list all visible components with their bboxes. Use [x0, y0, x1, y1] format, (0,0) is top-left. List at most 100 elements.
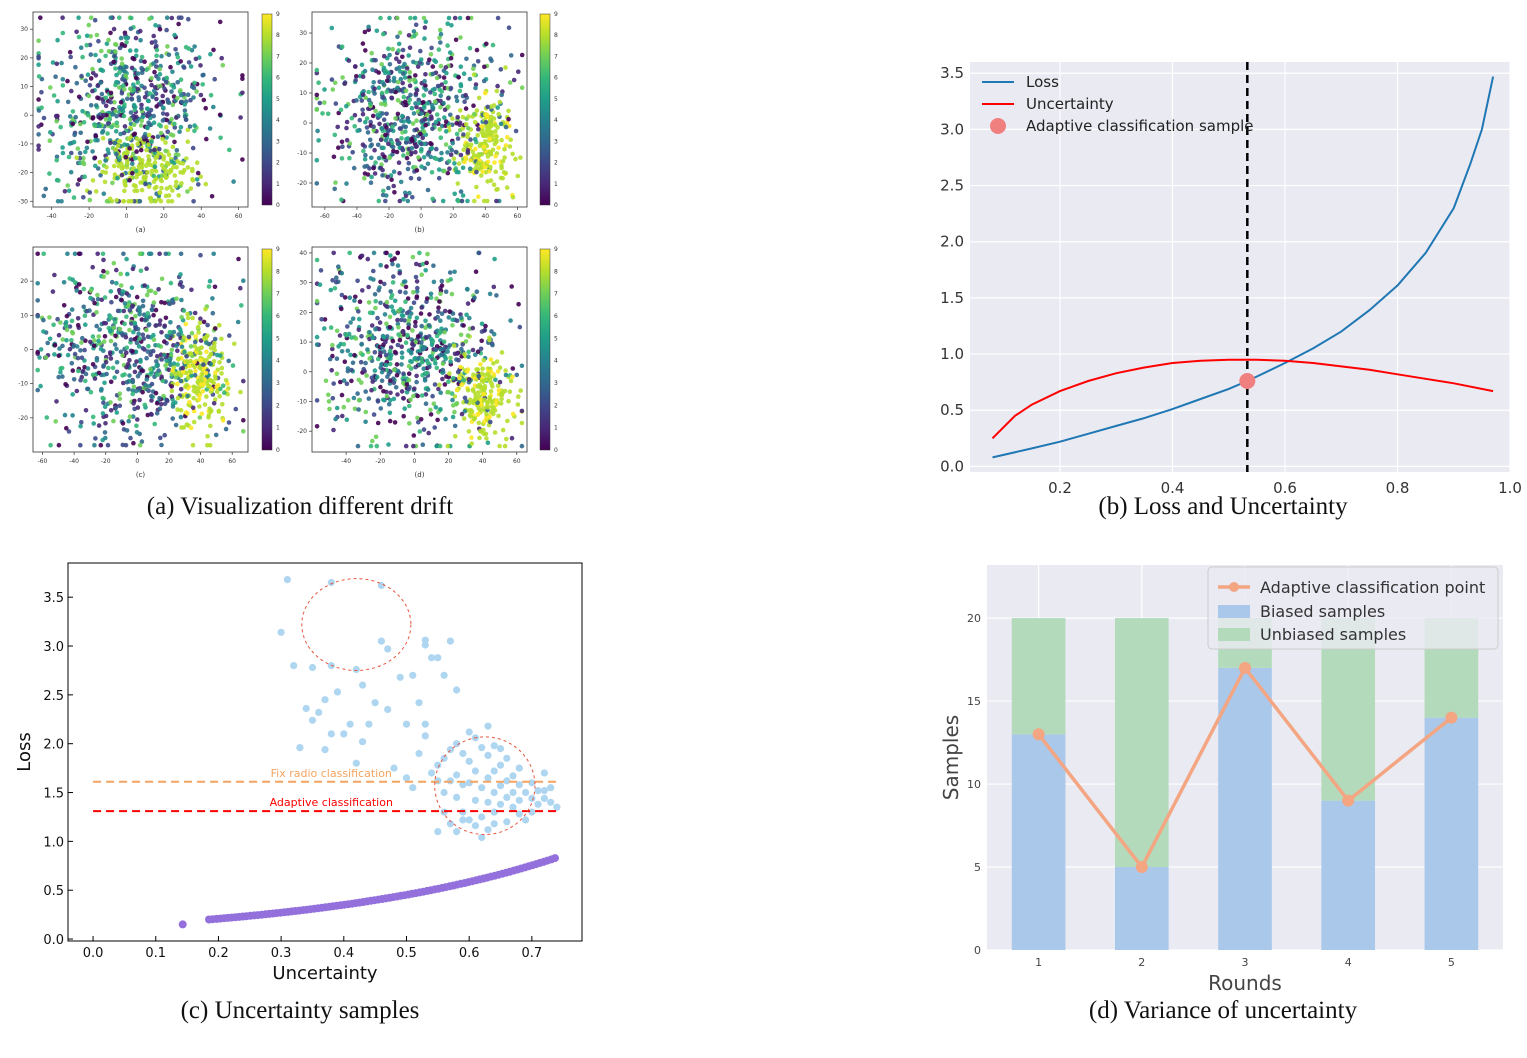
- tsne-point: [339, 197, 344, 202]
- tsne-point: [373, 108, 378, 114]
- tsne-point: [138, 268, 144, 274]
- tsne-point: [362, 176, 367, 181]
- tsne-point: [384, 299, 390, 305]
- tsne-point: [79, 419, 84, 425]
- tsne-point: [510, 151, 515, 157]
- tsne-point: [35, 281, 40, 286]
- colorbar-tick-label: 6: [276, 313, 280, 320]
- tsne-point: [35, 367, 40, 373]
- tsne-point: [506, 25, 512, 31]
- tsne-point: [333, 180, 338, 185]
- tsne-point: [349, 378, 354, 384]
- tsne-point: [38, 15, 43, 20]
- tsne-point: [117, 45, 123, 51]
- tsne-point: [352, 112, 358, 118]
- tsne-point: [210, 310, 216, 316]
- tsne-point: [356, 397, 362, 403]
- sample-point: [490, 788, 498, 797]
- tsne-point: [103, 359, 109, 365]
- tsne-point: [330, 396, 336, 401]
- tsne-point: [132, 131, 138, 137]
- tsne-point: [466, 349, 472, 355]
- tsne-point: [211, 380, 216, 386]
- tsne-point: [66, 188, 72, 193]
- tsne-point: [92, 155, 98, 161]
- tsne-point: [492, 160, 497, 165]
- tsne-point: [436, 309, 441, 314]
- tsne-point: [510, 366, 516, 371]
- x-tick-label: 0.3: [271, 946, 292, 961]
- sample-point: [465, 728, 473, 736]
- tsne-point: [180, 365, 185, 371]
- tsne-point: [418, 111, 424, 116]
- series-line-loss: [992, 76, 1495, 459]
- tsne-point: [387, 418, 393, 424]
- tsne-point: [421, 93, 427, 98]
- tsne-point: [506, 398, 511, 404]
- tsne-point: [163, 148, 168, 154]
- tsne-point: [497, 379, 503, 385]
- tsne-point: [185, 315, 191, 321]
- tsne-point: [41, 115, 47, 121]
- tsne-point: [491, 182, 497, 187]
- tsne-point: [437, 127, 443, 132]
- tsne-point: [164, 15, 170, 20]
- tsne-point: [112, 320, 118, 325]
- tsne-point: [314, 181, 320, 186]
- sample-point: [308, 663, 317, 672]
- tsne-point: [138, 147, 144, 153]
- tsne-point: [169, 15, 175, 21]
- tsne-point: [47, 171, 52, 176]
- tsne-point: [213, 370, 218, 376]
- tsne-point: [392, 310, 398, 316]
- sample-point: [496, 800, 505, 808]
- tsne-point: [170, 102, 176, 108]
- tsne-point: [316, 80, 321, 85]
- tsne-point: [494, 198, 499, 204]
- tsne-point: [386, 185, 391, 191]
- tsne-point: [459, 315, 464, 321]
- tsne-point: [389, 177, 394, 182]
- tsne-point: [491, 405, 497, 411]
- tsne-point: [109, 124, 114, 130]
- tsne-point: [120, 289, 125, 294]
- tsne-point: [173, 422, 179, 428]
- tsne-point: [158, 123, 163, 129]
- tsne-point: [446, 104, 451, 109]
- tsne-point: [428, 412, 434, 417]
- tsne-point: [314, 298, 320, 304]
- tsne-point: [138, 359, 143, 364]
- tsne-point: [190, 145, 196, 151]
- tsne-point: [66, 154, 72, 160]
- tsne-point: [399, 362, 404, 367]
- tsne-point: [487, 136, 493, 142]
- tsne-point: [426, 361, 431, 366]
- tsne-point: [457, 375, 462, 381]
- tsne-point: [440, 198, 446, 204]
- tsne-point: [472, 295, 477, 301]
- tsne-point: [452, 161, 457, 166]
- tsne-point: [421, 427, 427, 432]
- tsne-point: [474, 289, 480, 295]
- tsne-point: [83, 149, 88, 155]
- tsne-point: [201, 362, 206, 367]
- sample-point: [484, 774, 492, 782]
- tsne-point: [67, 346, 73, 352]
- tsne-point: [152, 164, 158, 170]
- tsne-point: [198, 316, 203, 322]
- sample-point: [340, 730, 348, 738]
- tsne-point: [164, 80, 169, 85]
- tsne-point: [75, 146, 81, 151]
- tsne-point: [466, 377, 472, 382]
- tsne-point: [72, 251, 78, 257]
- tsne-point: [386, 141, 391, 147]
- tsne-point: [157, 190, 163, 195]
- tsne-point: [114, 369, 120, 375]
- tsne-point: [410, 341, 415, 347]
- tsne-point: [103, 421, 108, 426]
- tsne-point: [157, 318, 163, 323]
- tsne-point: [197, 320, 203, 326]
- tsne-point: [475, 133, 481, 138]
- tsne-point: [402, 318, 408, 323]
- tsne-point: [482, 90, 488, 96]
